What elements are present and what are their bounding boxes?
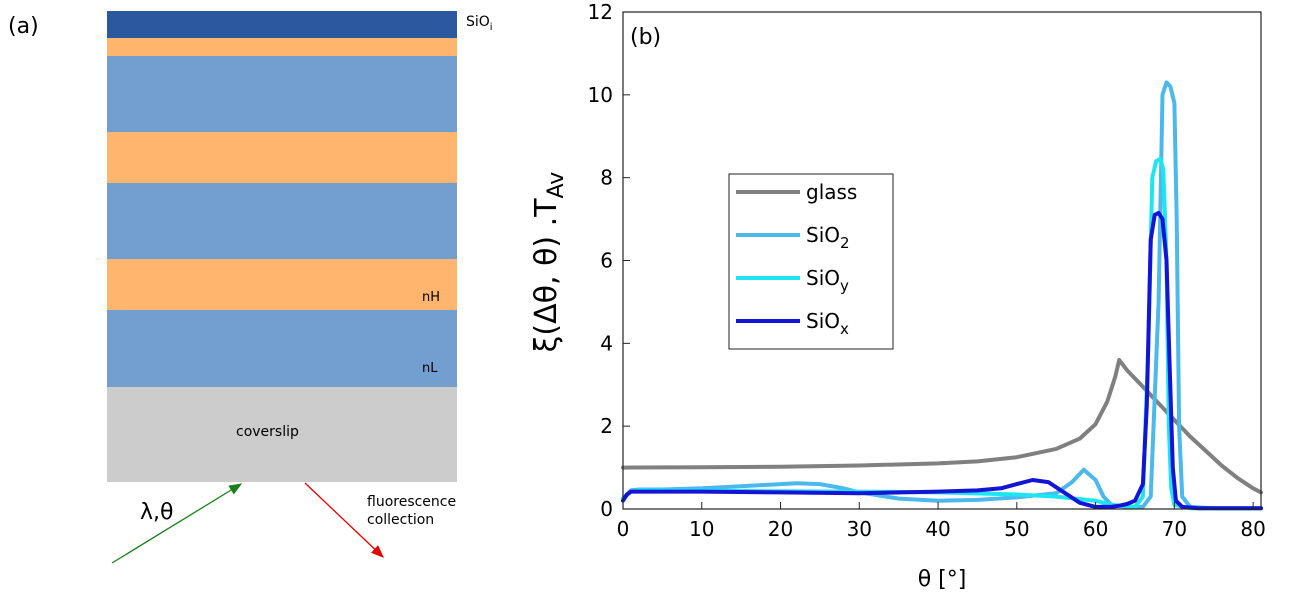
high-index-layer-2 <box>107 259 457 310</box>
panel-a-tag: (a) <box>8 14 39 39</box>
x-tick-label: 40 <box>925 517 950 541</box>
y-tick-label: 2 <box>600 414 613 438</box>
series-line-sio-x <box>621 210 1263 511</box>
x-tick-label: 10 <box>689 517 714 541</box>
y-tick-label: 10 <box>588 83 613 107</box>
incident-beam-arrow <box>111 483 243 564</box>
y-ticks: 0 2 4 6 8 10 12 <box>588 0 630 521</box>
legend-label: glass <box>806 180 857 204</box>
layer-stack-diagram: (a) SiOi nH nL coverslip λ,θ fluorescenc… <box>0 0 560 598</box>
high-index-layer-1 <box>107 132 457 183</box>
chart-panel: 0 10 20 30 40 50 60 70 80 0 2 4 6 8 10 12 (b) θ [°] ξ(… <box>500 0 1290 602</box>
coverslip-layer <box>107 387 457 482</box>
low-index-layer-3 <box>107 310 457 387</box>
y-axis-label: ξ(Δθ, θ) .TAv <box>529 172 569 353</box>
nH-label: nH <box>422 290 441 305</box>
y-tick-label: 4 <box>600 331 613 355</box>
y-tick-label: 0 <box>600 497 613 521</box>
low-index-layer-2 <box>107 183 457 259</box>
x-tick-label: 30 <box>847 517 872 541</box>
x-tick-label: 70 <box>1162 517 1187 541</box>
collection-label: fluorescence collection <box>367 494 457 528</box>
collection-beam-arrow <box>304 482 384 558</box>
x-tick-label: 80 <box>1240 517 1265 541</box>
legend-label: SiOx <box>806 309 849 338</box>
series-line-glass <box>621 357 1263 495</box>
series-line-sio-y <box>621 157 1263 511</box>
legend-label: SiO2 <box>806 223 850 252</box>
top-layer-label: SiOi <box>466 14 493 33</box>
legend: glass SiO2 SiOy SiOx <box>728 173 894 350</box>
beam-arrows <box>111 482 384 564</box>
nL-label: nL <box>422 361 438 376</box>
series-line-sio-2 <box>621 80 1263 511</box>
x-tick-label: 60 <box>1083 517 1108 541</box>
y-axis-label-main: ξ(Δθ, θ) .T <box>529 198 564 353</box>
x-tick-label: 20 <box>768 517 793 541</box>
x-tick-label: 50 <box>1004 517 1029 541</box>
thin-high-index-layer <box>107 38 457 56</box>
y-axis-label-sub: Av <box>544 172 569 199</box>
y-tick-label: 12 <box>588 0 613 24</box>
legend-label: SiOy <box>806 266 849 295</box>
x-ticks: 0 10 20 30 40 50 60 70 80 <box>617 502 1266 541</box>
x-axis-label: θ [°] <box>918 567 967 592</box>
x-tick-label: 0 <box>617 517 630 541</box>
y-tick-label: 6 <box>600 249 613 273</box>
line-chart: 0 10 20 30 40 50 60 70 80 0 2 4 6 8 10 12 (b) θ [°] ξ(… <box>529 0 1266 592</box>
low-index-layer-1 <box>107 56 457 132</box>
y-tick-label: 8 <box>600 166 613 190</box>
plot-lines <box>621 80 1263 511</box>
coverslip-label: coverslip <box>236 424 299 440</box>
panel-b-tag: (b) <box>630 25 661 50</box>
incident-label: λ,θ <box>140 500 174 525</box>
top-oxide-layer <box>107 11 457 38</box>
